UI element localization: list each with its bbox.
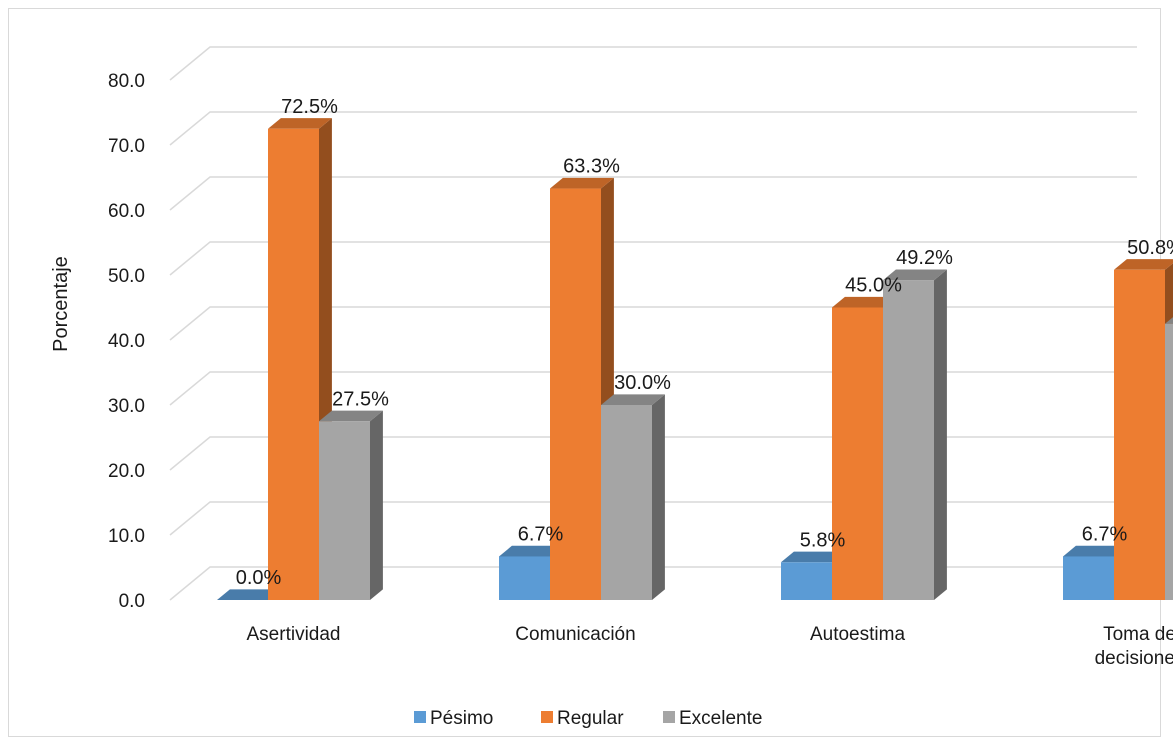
- gridline: [169, 371, 1137, 406]
- gridline: [169, 176, 1137, 211]
- bar-top: [601, 394, 665, 405]
- x-category-label: Asertividad: [247, 624, 341, 645]
- y-tick-label: 80.0: [108, 71, 145, 92]
- data-label: 27.5%: [332, 388, 389, 410]
- legend-swatch: [541, 711, 553, 723]
- bar: [1114, 259, 1173, 600]
- data-label: 45.0%: [845, 275, 902, 297]
- data-label: 49.2%: [896, 247, 953, 269]
- bar-front: [319, 421, 370, 600]
- bar-front: [1063, 556, 1114, 600]
- gridline: [169, 436, 1137, 471]
- x-axis-categories: Asertividad Comunicación Autoestima Toma de…: [247, 624, 1173, 669]
- bar-front: [1165, 323, 1173, 600]
- y-tick-label: 70.0: [108, 136, 145, 157]
- legend-item: Excelente: [663, 708, 762, 729]
- data-label: 30.0%: [614, 372, 671, 394]
- legend: Pésimo Regular Excelente: [414, 708, 762, 729]
- bar-front: [883, 280, 934, 600]
- bar-front: [781, 562, 832, 600]
- y-tick-label: 20.0: [108, 461, 145, 482]
- bar: [217, 589, 281, 600]
- gridline: [169, 111, 1137, 146]
- data-label: 0.0%: [236, 567, 282, 589]
- bar-top: [1165, 317, 1173, 324]
- bar-top: [781, 551, 845, 563]
- y-tick-label: 0.0: [119, 591, 145, 612]
- bar-top: [499, 545, 563, 557]
- legend-label: Excelente: [679, 708, 762, 729]
- bar-side: [934, 269, 947, 600]
- y-tick-label: 30.0: [108, 396, 145, 417]
- bar: [601, 394, 665, 600]
- bar-top: [217, 589, 281, 600]
- legend-item: Pésimo: [414, 708, 493, 729]
- data-label: 50.8%: [1127, 237, 1173, 259]
- bar-front: [832, 307, 883, 600]
- x-category-label: Toma dedecisiones: [1095, 624, 1173, 669]
- bar-top: [550, 177, 614, 189]
- bar-front: [268, 128, 319, 600]
- data-label: 6.7%: [1082, 523, 1128, 545]
- bar-front: [1114, 269, 1165, 600]
- x-category-label: Comunicación: [515, 624, 635, 645]
- legend-label: Pésimo: [430, 708, 493, 729]
- legend-label: Regular: [557, 708, 624, 729]
- gridline: [169, 306, 1137, 341]
- bar-front: [499, 556, 550, 600]
- bar-front: [550, 188, 601, 601]
- legend-item: Regular: [541, 708, 624, 729]
- y-axis-label: Porcentaje: [50, 256, 72, 352]
- bar: [1165, 317, 1173, 600]
- bar-top: [1114, 259, 1173, 270]
- data-label: 6.7%: [518, 523, 564, 545]
- bar: [883, 269, 947, 600]
- gridline: [169, 46, 1137, 81]
- bar-front: [601, 405, 652, 600]
- data-label: 63.3%: [563, 156, 620, 178]
- gridline: [169, 241, 1137, 276]
- bar: [319, 410, 383, 600]
- bars: [217, 118, 1173, 601]
- bar-top: [883, 269, 947, 281]
- y-axis-ticks: 0.0 10.0 20.0 30.0 40.0 50.0 60.0 70.0 80.0: [108, 71, 145, 612]
- y-tick-label: 50.0: [108, 266, 145, 287]
- data-labels: 0.0% 72.5% 27.5% 6.7% 63.3% 30.0% 5.8% 45.0% 49.…: [236, 96, 1173, 589]
- x-category-label: Autoestima: [810, 624, 905, 645]
- y-tick-label: 40.0: [108, 331, 145, 352]
- bar-side: [370, 410, 383, 600]
- legend-swatch: [414, 711, 426, 723]
- data-label: 5.8%: [800, 529, 846, 551]
- y-tick-label: 60.0: [108, 201, 145, 222]
- data-label: 72.5%: [281, 96, 338, 118]
- legend-swatch: [663, 711, 675, 723]
- bar-top: [1063, 545, 1127, 557]
- bar-top: [832, 296, 896, 308]
- bar-top: [319, 410, 383, 422]
- gridline: [169, 501, 1137, 536]
- y-tick-label: 10.0: [108, 526, 145, 547]
- bar-side: [652, 394, 665, 600]
- bar-top: [268, 118, 332, 129]
